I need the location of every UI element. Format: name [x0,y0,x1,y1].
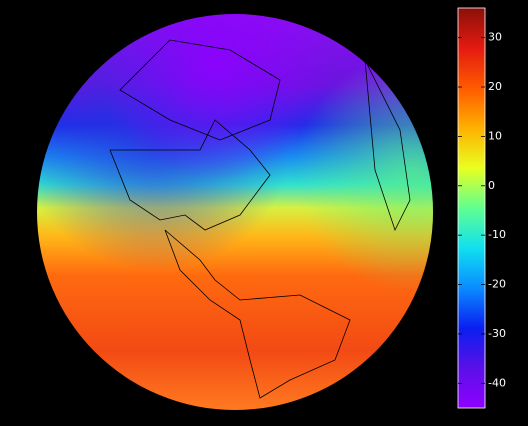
tick-label: -30 [488,327,506,340]
tick-label: 20 [488,80,502,93]
tick-label: 0 [488,179,495,192]
tick-label: 10 [488,129,502,142]
colorbar: 30 20 10 0 -10 -20 -30 -40 [457,7,506,409]
tick-label: -20 [488,278,506,291]
tick-label: -40 [488,376,506,389]
tick-label: 30 [488,31,502,44]
colorbar-fill [457,7,486,409]
coastlines [109,39,411,399]
globe [37,14,433,410]
tick-label: -10 [488,228,506,241]
globe-shade [37,14,433,410]
